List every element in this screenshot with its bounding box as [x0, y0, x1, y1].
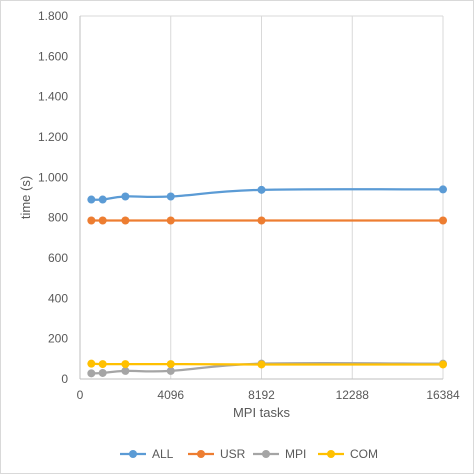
legend-item-all: ALL: [120, 447, 174, 461]
data-point-usr: [257, 216, 266, 225]
x-tick-label: 0: [77, 388, 84, 402]
legend-label: COM: [350, 447, 378, 461]
y-tick-label: 200: [48, 332, 68, 346]
data-point-com: [121, 360, 130, 369]
data-point-all: [98, 195, 107, 204]
series-points: [87, 185, 447, 378]
y-tick-label: 1.800: [38, 9, 68, 23]
legend-marker: [327, 450, 335, 458]
y-tick-label: 400: [48, 291, 68, 305]
legend-marker: [197, 450, 205, 458]
data-point-mpi: [87, 369, 96, 378]
data-point-com: [257, 360, 266, 369]
x-tick-label: 12288: [336, 388, 370, 402]
legend-label: USR: [220, 447, 246, 461]
y-tick-label: 800: [48, 211, 68, 225]
legend-label: MPI: [285, 447, 306, 461]
legend-item-mpi: MPI: [253, 447, 306, 461]
data-point-com: [98, 360, 107, 369]
y-tick-labels: 0 200 400 600 800 1.000 1.200 1.400 1.600 1.800: [38, 9, 68, 386]
y-tick-label: 1.400: [38, 90, 68, 104]
data-point-com: [166, 360, 175, 369]
data-point-usr: [439, 216, 447, 225]
y-tick-label: 1.600: [38, 49, 68, 63]
y-tick-label: 0: [61, 372, 68, 386]
series-line-com: [91, 362, 444, 366]
data-point-mpi: [98, 368, 107, 377]
x-tick-label: 8192: [248, 388, 275, 402]
legend-marker: [262, 450, 270, 458]
data-point-all: [439, 185, 447, 194]
y-tick-label: 1.000: [38, 170, 68, 184]
grid-lines: [80, 15, 444, 379]
y-tick-label: 600: [48, 251, 68, 265]
data-point-com: [87, 359, 96, 368]
data-point-com: [439, 360, 447, 369]
series-line-all: [91, 188, 444, 201]
data-point-usr: [98, 216, 107, 225]
x-tick-label: 16384: [426, 388, 460, 402]
legend: ALL USR MPI COM: [120, 447, 378, 461]
data-point-usr: [166, 216, 175, 225]
legend-marker: [129, 450, 137, 458]
x-tick-labels: 0 4096 8192 12288 16384: [77, 388, 460, 402]
data-point-mpi: [121, 366, 130, 375]
y-axis-title: time (s): [18, 176, 33, 219]
data-point-mpi: [166, 366, 175, 375]
data-point-usr: [87, 216, 96, 225]
data-point-usr: [121, 216, 130, 225]
data-point-all: [121, 192, 130, 201]
legend-label: ALL: [152, 447, 174, 461]
axes: [79, 16, 443, 380]
legend-item-com: COM: [318, 447, 378, 461]
data-point-all: [257, 185, 266, 194]
data-point-all: [166, 192, 175, 201]
y-tick-label: 1.200: [38, 130, 68, 144]
data-point-all: [87, 195, 96, 204]
legend-item-usr: USR: [188, 447, 246, 461]
x-axis-title: MPI tasks: [233, 405, 291, 420]
series-lines: [91, 188, 444, 375]
x-tick-label: 4096: [157, 388, 184, 402]
